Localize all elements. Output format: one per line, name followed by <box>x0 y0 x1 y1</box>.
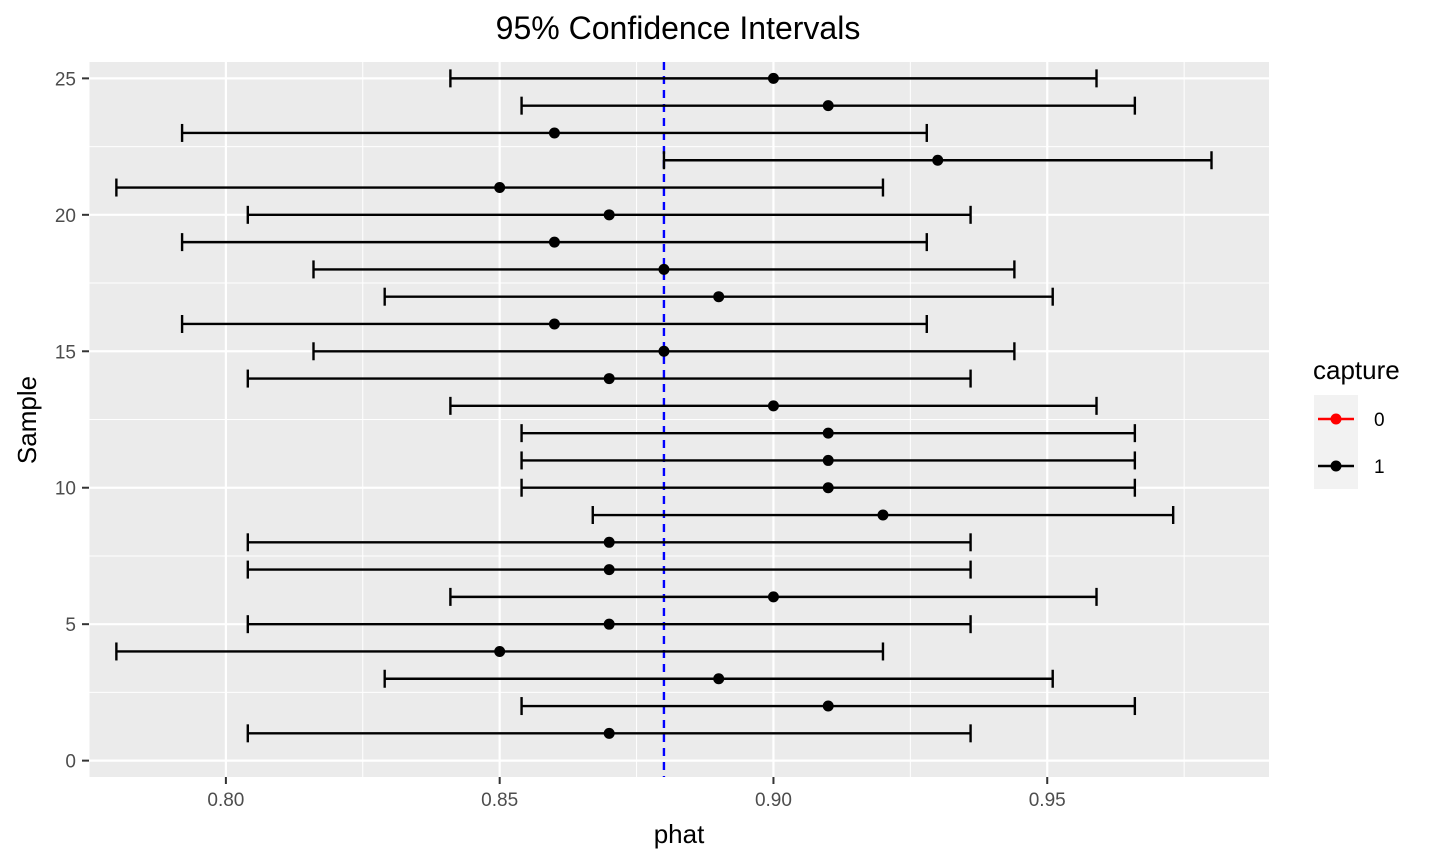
data-point <box>822 100 834 112</box>
data-point <box>822 454 834 466</box>
data-point <box>658 263 670 275</box>
data-point <box>713 291 725 303</box>
data-point <box>767 591 779 603</box>
data-point <box>603 564 615 576</box>
sample-2-interval <box>520 697 1137 716</box>
sample-17-interval <box>383 287 1054 306</box>
legend-entry-0: 0 <box>1318 410 1385 431</box>
data-marks <box>115 69 1213 743</box>
y-tick-label: 25 <box>55 69 76 90</box>
data-point <box>494 645 506 657</box>
sample-25-interval <box>449 69 1098 88</box>
x-tick-label: 0.95 <box>1029 790 1066 811</box>
sample-12-interval <box>520 424 1137 443</box>
sample-20-interval <box>246 205 972 224</box>
legend-key-point <box>1330 413 1342 425</box>
legend-key-point <box>1330 460 1342 472</box>
y-axis: 0 5 10 15 20 25 <box>55 69 89 773</box>
data-point <box>603 618 615 630</box>
data-point <box>822 700 834 712</box>
sample-18-interval <box>312 260 1016 279</box>
legend-label: 1 <box>1374 457 1385 478</box>
data-point <box>603 209 615 221</box>
x-tick-label: 0.85 <box>481 790 518 811</box>
sample-14-interval <box>246 369 972 388</box>
x-tick-label: 0.90 <box>755 790 792 811</box>
sample-15-interval <box>312 342 1016 361</box>
data-point <box>713 673 725 685</box>
sample-11-interval <box>520 451 1137 470</box>
y-axis-title: Sample <box>12 376 42 464</box>
y-tick-label: 5 <box>65 615 76 636</box>
data-point <box>548 127 560 139</box>
data-point <box>603 727 615 739</box>
sample-19-interval <box>180 233 928 252</box>
sample-21-interval <box>115 178 885 197</box>
data-point <box>548 318 560 330</box>
y-tick-label: 20 <box>55 206 76 227</box>
data-point <box>767 72 779 84</box>
data-point <box>603 373 615 385</box>
sample-4-interval <box>115 642 885 661</box>
sample-23-interval <box>180 123 928 142</box>
sample-6-interval <box>449 587 1098 606</box>
data-point <box>548 236 560 248</box>
data-point <box>494 182 506 194</box>
x-axis-title: phat <box>654 819 705 849</box>
sample-3-interval <box>383 669 1054 688</box>
data-point <box>822 427 834 439</box>
legend-entry-1: 1 <box>1318 457 1385 478</box>
y-tick-label: 10 <box>55 479 76 500</box>
sample-8-interval <box>246 533 972 552</box>
legend-label: 0 <box>1374 410 1385 431</box>
x-axis: 0.80 0.85 0.90 0.95 <box>207 777 1066 811</box>
sample-9-interval <box>591 506 1175 525</box>
sample-24-interval <box>520 96 1137 115</box>
sample-16-interval <box>180 314 928 333</box>
legend-key-background <box>1314 395 1358 489</box>
x-tick-label: 0.80 <box>207 790 244 811</box>
chart-title: 95% Confidence Intervals <box>496 10 861 46</box>
sample-22-interval <box>662 151 1213 170</box>
legend-title: capture <box>1313 355 1400 385</box>
data-point <box>822 482 834 494</box>
y-tick-label: 0 <box>65 752 76 773</box>
sample-7-interval <box>246 560 972 579</box>
data-point <box>603 536 615 548</box>
sample-13-interval <box>449 396 1098 415</box>
legend: capture 0 1 <box>1313 355 1400 489</box>
y-tick-label: 15 <box>55 342 76 363</box>
data-point <box>658 345 670 357</box>
sample-5-interval <box>246 615 972 634</box>
data-point <box>877 509 889 521</box>
sample-1-interval <box>246 724 972 743</box>
data-point <box>767 400 779 412</box>
data-point <box>932 154 944 166</box>
sample-10-interval <box>520 478 1137 497</box>
